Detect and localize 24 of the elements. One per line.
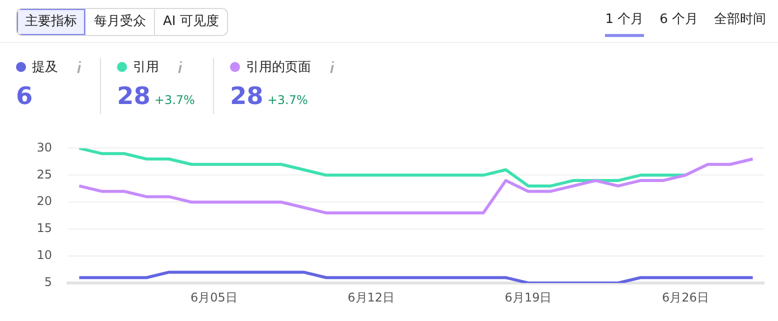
y-tick-label: 5 xyxy=(44,275,52,290)
text: 1 个月 xyxy=(605,10,644,37)
y-tick-label: 15 xyxy=(36,221,52,236)
text: 每月受众 xyxy=(85,9,154,35)
x-tick-label: 6月26日 xyxy=(662,290,709,304)
text: 28 xyxy=(117,82,150,110)
y-tick-label: 25 xyxy=(36,167,52,182)
text: 6 xyxy=(16,82,33,110)
y-tick-label: 30 xyxy=(36,140,52,154)
y-tick-label: 10 xyxy=(36,248,52,262)
y-tick-label: 20 xyxy=(36,194,52,208)
text: +3.7% xyxy=(267,93,308,107)
legend-label: 引用的页面 xyxy=(246,59,311,76)
text: AI 可见度 xyxy=(154,9,227,35)
x-tick-label: 6月19日 xyxy=(504,290,552,304)
text: 主要指标 xyxy=(17,9,85,35)
text: +3.7% xyxy=(154,93,195,107)
legend-label: 提及 xyxy=(32,59,58,76)
text: 全部时间 xyxy=(714,11,766,29)
x-tick-label: 6月05日 xyxy=(190,290,238,304)
text: 28 xyxy=(230,82,264,110)
x-tick-label: 6月12日 xyxy=(348,290,395,304)
legend-label: 引用 xyxy=(133,59,159,76)
text: 6 个月 xyxy=(660,11,698,29)
